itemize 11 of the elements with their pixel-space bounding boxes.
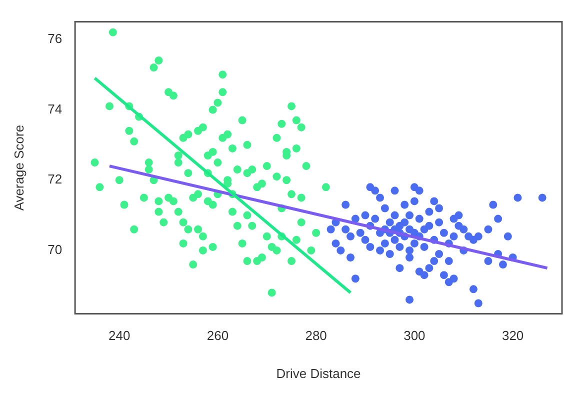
x-tick-label: 260 xyxy=(206,328,229,344)
x-tick-label: 320 xyxy=(502,328,524,344)
x-tick-label: 280 xyxy=(305,328,327,344)
x-tick-label: 240 xyxy=(108,328,130,344)
x-axis-title: Drive Distance xyxy=(276,366,361,381)
x-tick-label: 300 xyxy=(404,328,426,344)
y-tick-label: 74 xyxy=(48,101,62,116)
y-axis-title: Average Score xyxy=(11,124,26,211)
y-tick-label: 72 xyxy=(48,172,62,187)
y-tick-label: 70 xyxy=(48,242,62,258)
y-tick-label: 76 xyxy=(48,30,62,46)
